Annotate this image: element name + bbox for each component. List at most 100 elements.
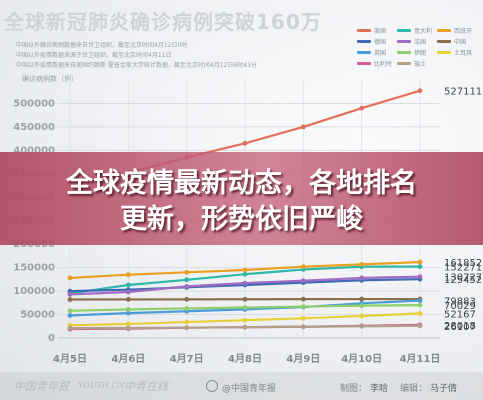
- data-point: [300, 296, 306, 302]
- data-point: [242, 140, 248, 146]
- legend-swatch: [357, 62, 371, 65]
- end-value-label: 161852: [444, 258, 482, 269]
- legend-label: 瑞士: [414, 61, 427, 68]
- legend-swatch: [437, 29, 451, 32]
- data-point: [67, 313, 73, 318]
- legend-item: 瑞士: [397, 59, 426, 68]
- legend-item: 意大利: [397, 26, 432, 35]
- legend-label: 伊朗: [414, 50, 427, 57]
- legend-item: 美国: [357, 26, 386, 35]
- data-point: [67, 308, 73, 314]
- data-point: [184, 284, 190, 289]
- legend-swatch: [397, 40, 411, 43]
- x-tick-label: 4月9日: [286, 353, 320, 365]
- x-tick-label: 4月10日: [341, 353, 382, 365]
- legend-swatch: [397, 29, 411, 32]
- headline-banner: [0, 152, 483, 245]
- data-point: [242, 324, 248, 330]
- legend-label: 美国: [374, 28, 387, 35]
- data-point: [67, 291, 73, 297]
- end-value-label: 28018: [444, 321, 476, 332]
- zqzx-logo: 中青在线: [124, 380, 168, 393]
- cyd-logo: 中国青年报: [14, 380, 69, 393]
- source-note: 中国以外疫情数据来自美国约翰斯·霍普金斯大学统计数据，截至北京时间4月12日6时…: [16, 62, 257, 69]
- data-point: [67, 297, 73, 302]
- end-value-label: 70029: [444, 301, 476, 312]
- data-point: [417, 88, 423, 94]
- data-point: [242, 271, 248, 277]
- end-value-label: 26107: [444, 322, 476, 333]
- legend-swatch: [357, 29, 371, 32]
- x-tick-label: 4月8日: [228, 353, 262, 365]
- data-point: [125, 321, 131, 327]
- legend-label: 西班牙: [454, 28, 473, 35]
- data-point: [125, 272, 131, 278]
- y-tick-label: 150000: [13, 263, 55, 274]
- data-point: [359, 275, 365, 281]
- data-point: [125, 289, 131, 295]
- end-value-label: 130727: [444, 273, 482, 284]
- y-axis-label: 确诊病例数（例）: [22, 75, 78, 83]
- legend-label: 比利时: [374, 61, 393, 68]
- legend-swatch: [357, 40, 371, 43]
- data-point: [184, 325, 190, 331]
- data-point: [359, 105, 365, 111]
- legend-label: 意大利: [414, 28, 433, 35]
- legend-swatch: [437, 51, 451, 54]
- data-point: [125, 306, 131, 312]
- data-point: [125, 282, 131, 288]
- y-tick-label: 500000: [13, 98, 55, 109]
- editor-label: 编辑：: [400, 384, 428, 394]
- legend-swatch: [397, 51, 411, 54]
- footer-bar: [0, 372, 483, 400]
- data-point: [300, 324, 306, 330]
- data-point: [242, 280, 248, 286]
- data-point: [359, 261, 365, 267]
- credit-name: 李晗: [370, 384, 389, 394]
- y-tick-label: 450000: [13, 122, 55, 133]
- data-point: [242, 317, 248, 323]
- x-tick-label: 4月6日: [111, 353, 145, 365]
- legend-item: 土耳其: [437, 48, 472, 57]
- editor-name: 马子倩: [430, 384, 458, 394]
- y-tick-label: 100000: [13, 286, 55, 297]
- headline-line-1: 全球疫情最新动态，各地排名: [66, 168, 417, 199]
- chart-legend: 美国 意大利 西班牙 德国 法国 中国 英国 伊朗 土耳其 比利时 瑞士: [357, 26, 475, 82]
- y-tick-label: 0: [48, 333, 55, 344]
- data-point: [242, 267, 248, 273]
- data-point: [300, 264, 306, 270]
- data-point: [359, 313, 365, 319]
- data-point: [359, 296, 365, 302]
- legend-swatch: [397, 62, 411, 65]
- legend-label: 土耳其: [454, 50, 473, 57]
- data-point: [242, 296, 248, 302]
- data-point: [125, 325, 131, 331]
- line-chart: 0500001000001500002000002500003000003500…: [13, 86, 483, 365]
- legend-label: 英国: [374, 50, 387, 57]
- legend-item: 伊朗: [397, 48, 426, 57]
- data-point: [300, 278, 306, 284]
- data-point: [242, 305, 248, 310]
- data-point: [300, 315, 306, 321]
- source-note: 中国以外疫情数据来源于世卫组织，截至北京时间4月11日: [16, 52, 172, 59]
- legend-item: 西班牙: [437, 26, 472, 35]
- data-point: [300, 304, 306, 309]
- legend-item: 英国: [357, 48, 386, 57]
- data-point: [125, 310, 131, 316]
- data-point: [184, 306, 190, 311]
- legend-label: 中国: [454, 39, 467, 46]
- data-point: [125, 297, 131, 302]
- x-tick-label: 4月7日: [170, 353, 204, 365]
- data-point: [359, 323, 365, 329]
- data-point: [417, 311, 423, 316]
- data-point: [300, 124, 306, 130]
- chart-title: 全球新冠肺炎确诊病例突破160万: [4, 10, 322, 34]
- data-point: [417, 264, 423, 269]
- headline-line-2: 更新，形势依旧严峻: [120, 204, 363, 235]
- data-point: [184, 319, 190, 325]
- legend-item: 法国: [397, 37, 426, 46]
- y-tick-label: 400000: [13, 145, 55, 156]
- legend-label: 法国: [414, 39, 427, 46]
- legend-swatch: [357, 51, 371, 54]
